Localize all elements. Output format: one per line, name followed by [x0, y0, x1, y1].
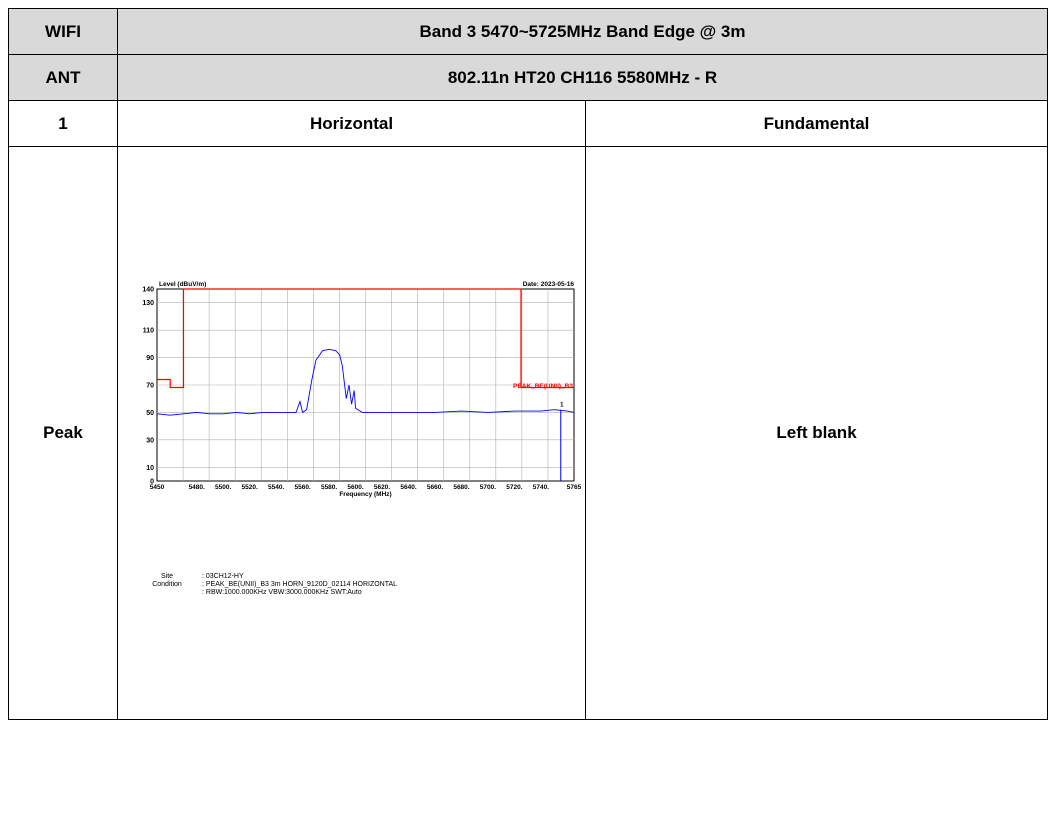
peak-row: Peak 0 10 30 50 70 90 110 130 140 5450 5480. 5500. 5…	[8, 146, 1049, 720]
x-tick-label: 5540.	[268, 484, 284, 491]
y-tick-label: 50	[146, 410, 154, 417]
x-tick-label: 5620.	[374, 484, 390, 491]
fundamental-blank-cell: Left blank	[584, 146, 1049, 720]
fundamental-header-cell: Fundamental	[584, 100, 1049, 147]
y-axis-label: Level (dBuV/m)	[159, 281, 206, 288]
x-tick-label: 5740.	[533, 484, 549, 491]
site-label: Site	[160, 573, 174, 580]
settings-spacer	[132, 589, 202, 597]
y-tick-label: 30	[146, 437, 154, 444]
horizontal-plot-cell: 0 10 30 50 70 90 110 130 140 5450 5480. 5500. 5520. 5…	[117, 146, 586, 720]
header-row-ant: ANT 802.11n HT20 CH116 5580MHz - R	[8, 54, 1049, 101]
x-tick-label: 5640.	[400, 484, 416, 491]
spectrum-plot: 0 10 30 50 70 90 110 130 140 5450 5480. 5500. 5520. 5…	[126, 275, 584, 575]
x-tick-label: 5560.	[294, 484, 310, 491]
spectrum-trace	[156, 348, 575, 416]
x-tick-label: 5480.	[189, 484, 205, 491]
caption-condition-row: Condition : PEAK_BE(UNII)_B3 3m HORN_912…	[132, 581, 585, 589]
index-cell: 1	[8, 100, 118, 147]
y-tick-label: 140	[142, 287, 154, 294]
y-tick-label: 0	[150, 479, 154, 486]
settings-value: : RBW:1000.000KHz VBW:3000.000KHz SWT:Au…	[202, 589, 362, 596]
x-tick-label: 5450	[150, 484, 165, 491]
wifi-label-cell: WIFI	[8, 8, 118, 55]
band-title-cell: Band 3 5470~5725MHz Band Edge @ 3m	[116, 8, 1049, 55]
band-edge-report-table: WIFI Band 3 5470~5725MHz Band Edge @ 3m …	[8, 8, 1049, 720]
marker-label: 1	[560, 403, 564, 409]
x-tick-label: 5500.	[215, 484, 231, 491]
x-tick-label: 5680.	[453, 484, 469, 491]
y-tick-label: 10	[146, 465, 154, 472]
x-axis-label: Frequency (MHz)	[339, 491, 391, 498]
caption-settings-row: : RBW:1000.000KHz VBW:3000.000KHz SWT:Au…	[132, 589, 585, 597]
x-tick-label: 5580.	[321, 484, 337, 491]
peak-label-cell: Peak	[8, 146, 118, 720]
date-label: Date: 2023-05-16	[523, 281, 575, 288]
x-tick-label: 5765	[567, 484, 582, 491]
limit-line	[157, 288, 574, 389]
mode-title-cell: 802.11n HT20 CH116 5580MHz - R	[116, 54, 1049, 101]
x-tick-label: 5600.	[347, 484, 363, 491]
y-tick-label: 130	[142, 300, 154, 307]
limit-line-label: PEAK_BE(UNII)_B3	[513, 383, 573, 390]
x-tick-label: 5700.	[480, 484, 496, 491]
ant-label-cell: ANT	[8, 54, 118, 101]
condition-label: Condition	[152, 581, 182, 588]
spectrum-chart: 0 10 30 50 70 90 110 130 140 5450 5480. 5500. 5520. 5…	[142, 281, 582, 498]
y-tick-label: 70	[146, 383, 154, 390]
y-tick-label: 110	[143, 328, 154, 335]
y-tick-label: 90	[146, 355, 154, 362]
x-tick-label: 5720.	[506, 484, 522, 491]
condition-value: : PEAK_BE(UNII)_B3 3m HORN_9120D_02114 H…	[202, 581, 398, 588]
site-value: : 03CH12-HY	[202, 573, 244, 580]
column-header-row: 1 Horizontal Fundamental	[8, 100, 1049, 147]
caption-site-row: Site : 03CH12-HY	[132, 573, 585, 581]
x-tick-label: 5660.	[427, 484, 443, 491]
horizontal-header-cell: Horizontal	[117, 100, 586, 147]
plot-caption: Site : 03CH12-HY Condition : PEAK_BE(UNI…	[132, 573, 585, 597]
x-tick-label: 5520.	[242, 484, 258, 491]
header-row-wifi: WIFI Band 3 5470~5725MHz Band Edge @ 3m	[8, 8, 1049, 55]
